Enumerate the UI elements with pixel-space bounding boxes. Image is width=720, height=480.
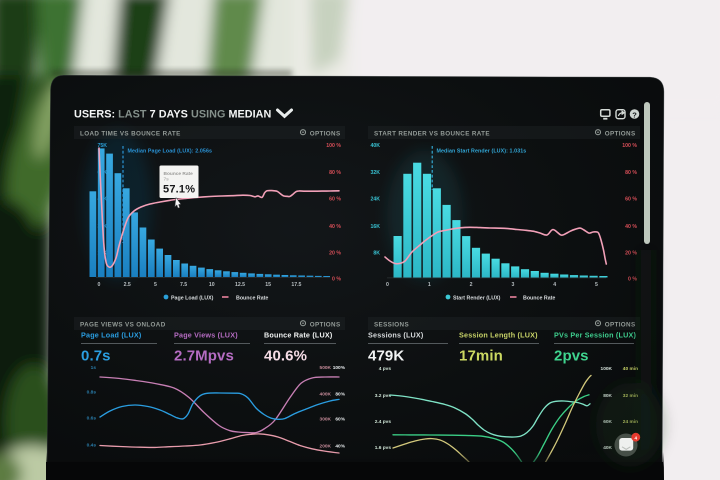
svg-text:1s: 1s <box>91 365 97 371</box>
svg-text:Page Load (LUX): Page Load (LUX) <box>171 296 214 302</box>
svg-text:0.6s: 0.6s <box>87 416 97 422</box>
svg-text:Median Start Render (LUX): 1.0: Median Start Render (LUX): 1.031s <box>437 149 527 155</box>
svg-text:Bounce Rate (LUX): Bounce Rate (LUX) <box>264 331 333 340</box>
svg-text:LOAD TIME VS BOUNCE RATE: LOAD TIME VS BOUNCE RATE <box>80 130 181 137</box>
svg-text:Bounce Rate: Bounce Rate <box>236 296 268 302</box>
svg-text:Bounce Rate: Bounce Rate <box>523 296 555 302</box>
svg-text:2.7Mpvs: 2.7Mpvs <box>174 348 234 365</box>
svg-text:0.8s: 0.8s <box>87 390 97 396</box>
svg-text:Sessions (LUX): Sessions (LUX) <box>368 331 424 340</box>
svg-text:0 %: 0 % <box>332 277 341 283</box>
svg-text:0.7s: 0.7s <box>81 348 111 365</box>
svg-text:2: 2 <box>470 282 473 288</box>
svg-text:Page Load (LUX): Page Load (LUX) <box>81 331 142 340</box>
svg-text:40%: 40% <box>335 444 345 450</box>
svg-text:0.4s: 0.4s <box>87 443 97 449</box>
svg-text:1: 1 <box>428 282 431 288</box>
svg-text:80%: 80% <box>335 392 345 398</box>
svg-text:16K: 16K <box>370 224 380 230</box>
svg-text:8K: 8K <box>373 251 380 257</box>
svg-text:60 %: 60 % <box>625 197 637 203</box>
svg-text:?: ? <box>632 110 637 119</box>
svg-text:60%: 60% <box>335 417 345 423</box>
svg-text:Start Render (LUX): Start Render (LUX) <box>453 296 501 302</box>
svg-text:100%: 100% <box>333 365 346 371</box>
svg-text:2.5: 2.5 <box>124 282 131 288</box>
svg-text:10: 10 <box>209 282 215 288</box>
svg-text:PVs Per Session (LUX): PVs Per Session (LUX) <box>554 331 636 340</box>
svg-text:PAGE VIEWS VS ONLOAD: PAGE VIEWS VS ONLOAD <box>80 321 166 328</box>
svg-text:24K: 24K <box>370 197 380 203</box>
svg-text:479K: 479K <box>368 348 404 365</box>
svg-text:3.2 pvs: 3.2 pvs <box>375 393 392 399</box>
svg-text:75K: 75K <box>97 143 107 149</box>
svg-text:40.6%: 40.6% <box>264 348 307 365</box>
svg-text:SESSIONS: SESSIONS <box>374 321 409 328</box>
svg-text:3: 3 <box>511 282 514 288</box>
svg-text:4: 4 <box>635 435 638 440</box>
svg-text:0: 0 <box>386 282 389 288</box>
svg-text:300K: 300K <box>320 417 332 423</box>
svg-text:OPTIONS: OPTIONS <box>605 130 636 137</box>
svg-text:Page Views (LUX): Page Views (LUX) <box>174 331 238 340</box>
svg-text:Bounce Rate: Bounce Rate <box>164 171 194 177</box>
svg-text:500K: 500K <box>320 365 332 371</box>
svg-text:60 %: 60 % <box>329 197 341 203</box>
svg-text:5: 5 <box>595 282 598 288</box>
svg-text:32K: 32K <box>370 170 380 176</box>
svg-text:40 %: 40 % <box>625 224 637 230</box>
svg-text:5: 5 <box>154 282 157 288</box>
svg-text:40K: 40K <box>370 143 380 149</box>
svg-text:OPTIONS: OPTIONS <box>310 130 341 137</box>
svg-text:80 %: 80 % <box>625 170 637 176</box>
svg-text:15: 15 <box>265 282 271 288</box>
svg-text:400K: 400K <box>320 392 332 398</box>
svg-text:0 %: 0 % <box>628 277 637 283</box>
svg-text:Session Length (LUX): Session Length (LUX) <box>459 331 538 340</box>
svg-text:0: 0 <box>98 282 101 288</box>
svg-text:4 pvs: 4 pvs <box>379 366 392 372</box>
svg-text:Median Page Load (LUX): 2.056s: Median Page Load (LUX): 2.056s <box>128 149 213 155</box>
svg-text:START RENDER VS BOUNCE RATE: START RENDER VS BOUNCE RATE <box>374 130 490 137</box>
svg-text:USERS: LAST 7 DAYS USING MEDIA: USERS: LAST 7 DAYS USING MEDIAN <box>74 109 272 121</box>
svg-text:17.5: 17.5 <box>291 282 301 288</box>
svg-text:1.6 pvs: 1.6 pvs <box>375 445 392 451</box>
svg-text:2pvs: 2pvs <box>554 348 589 365</box>
svg-text:200K: 200K <box>320 444 332 450</box>
svg-text:40 %: 40 % <box>329 224 341 230</box>
svg-text:12.5: 12.5 <box>235 282 245 288</box>
svg-text:OPTIONS: OPTIONS <box>605 321 636 328</box>
svg-text:20 %: 20 % <box>329 251 341 257</box>
svg-text:80 %: 80 % <box>329 170 341 176</box>
svg-text:20 %: 20 % <box>625 251 637 257</box>
svg-text:7s: 7s <box>164 177 170 183</box>
svg-text:7.5: 7.5 <box>180 282 187 288</box>
svg-text:100 %: 100 % <box>326 143 341 149</box>
svg-text:OPTIONS: OPTIONS <box>310 321 341 328</box>
svg-text:2.4 pvs: 2.4 pvs <box>375 419 392 425</box>
svg-text:100 %: 100 % <box>622 143 637 149</box>
svg-text:4: 4 <box>553 282 556 288</box>
svg-text:40 min: 40 min <box>623 366 638 372</box>
svg-text:100K: 100K <box>601 366 613 372</box>
svg-text:57.1%: 57.1% <box>163 184 195 196</box>
svg-text:17min: 17min <box>459 348 503 365</box>
